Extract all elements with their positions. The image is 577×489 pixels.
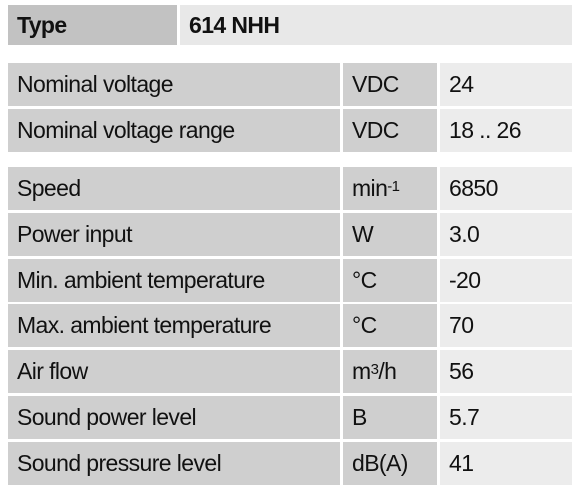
row-value: 6850 bbox=[440, 167, 572, 210]
header-label: Type bbox=[8, 5, 177, 45]
row-unit: B bbox=[343, 396, 437, 439]
row-label: Nominal voltage range bbox=[8, 108, 340, 152]
row-unit: W bbox=[343, 212, 437, 256]
row-value: 70 bbox=[440, 304, 572, 348]
row-label: Sound pressure level bbox=[8, 441, 340, 485]
row-value: 3.0 bbox=[440, 212, 572, 256]
row-unit: dB(A) bbox=[343, 441, 437, 485]
unit-base: min bbox=[352, 175, 388, 201]
row-value: 41 bbox=[440, 441, 572, 485]
row-value: 18 .. 26 bbox=[440, 108, 572, 152]
row-unit: min -1 bbox=[343, 167, 437, 210]
unit-rest: /h bbox=[378, 358, 397, 385]
unit-base: m bbox=[352, 358, 371, 385]
row-label: Nominal voltage bbox=[8, 63, 340, 106]
row-unit: VDC bbox=[343, 108, 437, 152]
row-unit: °C bbox=[343, 258, 437, 302]
row-label: Power input bbox=[8, 212, 340, 256]
row-label: Speed bbox=[8, 167, 340, 210]
row-unit: VDC bbox=[343, 63, 437, 106]
row-label: Max. ambient temperature bbox=[8, 304, 340, 348]
row-value: 5.7 bbox=[440, 396, 572, 439]
row-value: 56 bbox=[440, 350, 572, 394]
row-value: -20 bbox=[440, 258, 572, 302]
row-label: Min. ambient temperature bbox=[8, 258, 340, 302]
row-unit: °C bbox=[343, 304, 437, 348]
row-unit: m 3/h bbox=[343, 350, 437, 394]
row-label: Sound power level bbox=[8, 396, 340, 439]
row-label: Air flow bbox=[8, 350, 340, 394]
header-value: 614 NHH bbox=[180, 5, 572, 45]
row-value: 24 bbox=[440, 63, 572, 106]
